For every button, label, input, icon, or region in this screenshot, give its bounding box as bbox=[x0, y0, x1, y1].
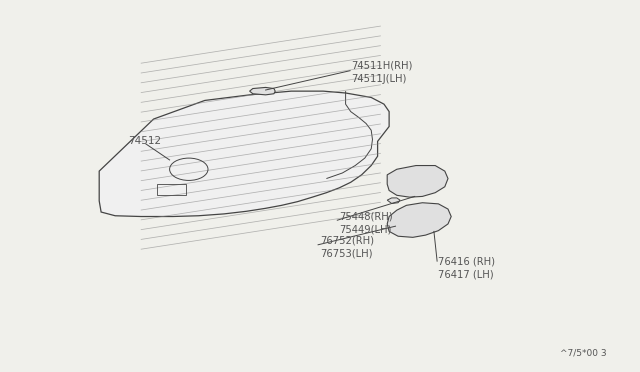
Bar bbox=[157, 184, 186, 195]
Polygon shape bbox=[387, 203, 451, 237]
Polygon shape bbox=[387, 198, 400, 203]
Text: ^7/5*00 3: ^7/5*00 3 bbox=[560, 348, 607, 357]
Text: 76752(RH)
76753(LH): 76752(RH) 76753(LH) bbox=[320, 236, 374, 259]
Text: 74511H(RH)
74511J(LH): 74511H(RH) 74511J(LH) bbox=[351, 61, 412, 84]
Polygon shape bbox=[387, 166, 448, 197]
Text: 75448(RH)
75449(LH): 75448(RH) 75449(LH) bbox=[339, 212, 393, 235]
Text: 74512: 74512 bbox=[128, 137, 161, 146]
Text: 76416 (RH)
76417 (LH): 76416 (RH) 76417 (LH) bbox=[438, 256, 495, 279]
Polygon shape bbox=[99, 91, 389, 217]
Polygon shape bbox=[250, 87, 275, 95]
